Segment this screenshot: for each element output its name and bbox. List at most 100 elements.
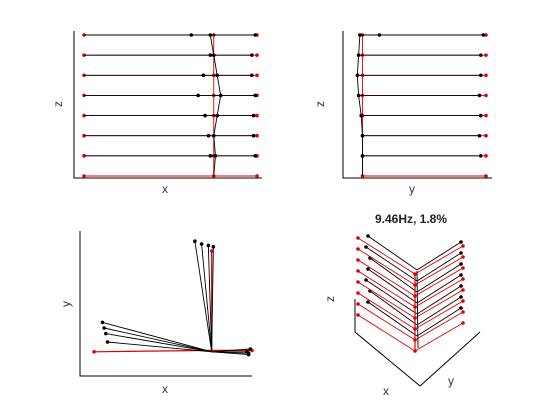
p1-axes bbox=[73, 31, 262, 179]
p1-undeformed-node-0-2 bbox=[255, 174, 259, 178]
p4-undeformed-node-r-7 bbox=[461, 244, 465, 248]
panel-xz-elevation bbox=[73, 31, 262, 179]
p4-deformed-node-r-5 bbox=[459, 262, 463, 266]
p3-deformed-node-1 bbox=[199, 242, 204, 246]
p4-undeformed-x-beam-4 bbox=[357, 270, 416, 308]
p3-deformed-node-0 bbox=[193, 239, 197, 243]
p4-undeformed-x-beam-5 bbox=[357, 259, 416, 297]
p2-ylabel: z bbox=[313, 101, 327, 107]
panel-yz-elevation bbox=[342, 31, 492, 179]
p1-undeformed-node-5-2 bbox=[255, 73, 259, 78]
p3-deformed-node-5 bbox=[102, 326, 106, 330]
p4-deformed-node-l-6 bbox=[364, 245, 368, 249]
p4-undeformed-y-beam-4 bbox=[414, 278, 464, 308]
p4-undeformed-node-l-4 bbox=[356, 269, 360, 273]
p2-deformed-node-4-1 bbox=[479, 73, 483, 78]
p2-deformed-node-6-2 bbox=[481, 33, 486, 37]
panel-3d-view bbox=[354, 234, 481, 387]
p4-deformed-node-l-4 bbox=[366, 267, 370, 271]
p4-undeformed-node-l-3 bbox=[356, 280, 360, 284]
p3-deformed-arm-2 bbox=[207, 245, 213, 352]
p1-deformed-node-3-1 bbox=[196, 93, 200, 98]
p4-deformed-node-r-7 bbox=[459, 240, 463, 244]
p4-deformed-node-l-1 bbox=[366, 300, 370, 304]
p4-ylabel: y bbox=[448, 374, 454, 388]
p4-undeformed-node-l-0 bbox=[356, 313, 360, 317]
p4-undeformed-y-beam-3 bbox=[414, 289, 464, 319]
p3-deformed-arm-0 bbox=[194, 241, 213, 352]
p3-deformed-node-10 bbox=[248, 347, 253, 351]
p4-deformed-y-beam-4 bbox=[416, 274, 462, 304]
p4-deformed-y-beam-6 bbox=[416, 252, 462, 282]
p1-deformed-node-4-1 bbox=[201, 73, 206, 78]
p3-deformed-arm-10 bbox=[211, 348, 251, 353]
p2-undeformed-node-4-2 bbox=[484, 93, 488, 98]
p1-xlabel: x bbox=[162, 182, 168, 196]
p4-deformed-x-beam-4 bbox=[367, 268, 418, 304]
p3-undeformed-left-arm bbox=[94, 349, 212, 353]
panel-xy-plan bbox=[79, 231, 254, 377]
p1-undeformed-node-3-2 bbox=[255, 113, 259, 118]
p2-undeformed-node-1-2 bbox=[484, 154, 488, 158]
p4-undeformed-x-beam-0 bbox=[357, 314, 416, 352]
p4-deformed-node-r-6 bbox=[459, 251, 463, 255]
p3-deformed-node-2 bbox=[206, 243, 211, 248]
p1-deformed-node-2-1 bbox=[203, 113, 207, 118]
p1-deformed-node-6-1 bbox=[189, 33, 194, 37]
p4-undeformed-x-beam-1 bbox=[357, 303, 416, 341]
p3-deformed-node-11 bbox=[246, 351, 251, 356]
p1-undeformed-node-0-0 bbox=[82, 174, 86, 178]
p2-undeformed-node-3-2 bbox=[484, 113, 488, 118]
p4-title: 9.46Hz, 1.8% bbox=[375, 212, 447, 226]
p4-undeformed-x-beam-6 bbox=[357, 248, 416, 286]
p3-undeformed-node-left bbox=[92, 350, 96, 354]
p4-deformed-node-r-1 bbox=[459, 306, 463, 310]
p4-undeformed-node-l-7 bbox=[356, 236, 360, 240]
p2-deformed-node-0-1 bbox=[479, 154, 483, 158]
p4-xlabel: x bbox=[383, 384, 389, 398]
p2-xlabel: y bbox=[409, 182, 415, 196]
p4-box-frame bbox=[354, 299, 481, 387]
p3-deformed-arm-6 bbox=[105, 333, 212, 353]
p2-deformed-node-3-1 bbox=[477, 93, 482, 98]
p4-undeformed-x-beam-7 bbox=[357, 237, 416, 275]
p3-axes bbox=[79, 231, 252, 377]
p4-undeformed-y-beam-0 bbox=[414, 322, 464, 352]
p4-zlabel: z bbox=[323, 296, 337, 302]
p4-undeformed-node-l-6 bbox=[356, 247, 360, 251]
p4-deformed-node-r-4 bbox=[459, 273, 463, 277]
p3-deformed-arm-3 bbox=[211, 246, 214, 352]
p1-undeformed-node-6-2 bbox=[255, 53, 259, 57]
p4-deformed-y-beam-1 bbox=[416, 307, 462, 337]
p2-axes bbox=[342, 31, 492, 179]
p1-deformed-node-3-3 bbox=[253, 93, 258, 98]
p4-deformed-node-l-7 bbox=[366, 234, 370, 238]
p4-undeformed-node-l-1 bbox=[356, 302, 360, 306]
p4-deformed-node-l-3 bbox=[364, 278, 368, 282]
p1-ylabel: z bbox=[51, 101, 65, 107]
p3-deformed-node-4 bbox=[100, 320, 105, 325]
p3-deformed-arm-7 bbox=[107, 341, 212, 353]
p3-deformed-arm-11 bbox=[211, 351, 249, 354]
p4-deformed-column bbox=[416, 270, 419, 349]
p4-undeformed-node-r-2 bbox=[461, 299, 465, 303]
p4-undeformed-x-beam-3 bbox=[357, 281, 416, 319]
p4-deformed-y-beam-2 bbox=[416, 296, 462, 326]
p4-deformed-x-beam-2 bbox=[369, 290, 418, 326]
p3-undeformed-node-top bbox=[209, 249, 214, 253]
p2-undeformed-node-2-2 bbox=[484, 133, 488, 138]
p2-undeformed-node-5-2 bbox=[484, 73, 488, 78]
p1-deformed-node-5-3 bbox=[250, 53, 254, 57]
p3-deformed-node-7 bbox=[105, 340, 110, 344]
p4-undeformed-y-beam-1 bbox=[414, 311, 464, 341]
p4-undeformed-node-r-5 bbox=[461, 266, 465, 270]
p1-deformed-column bbox=[209, 34, 222, 177]
p4-undeformed-y-beam-2 bbox=[414, 300, 464, 330]
p4-deformed-x-beam-7 bbox=[367, 235, 418, 271]
p1-deformed-node-6-3 bbox=[253, 33, 258, 37]
p2-deformed-node-6-0 bbox=[358, 33, 362, 37]
p2-deformed-node-5-1 bbox=[479, 53, 483, 57]
p2-undeformed-node-7-2 bbox=[484, 33, 488, 37]
